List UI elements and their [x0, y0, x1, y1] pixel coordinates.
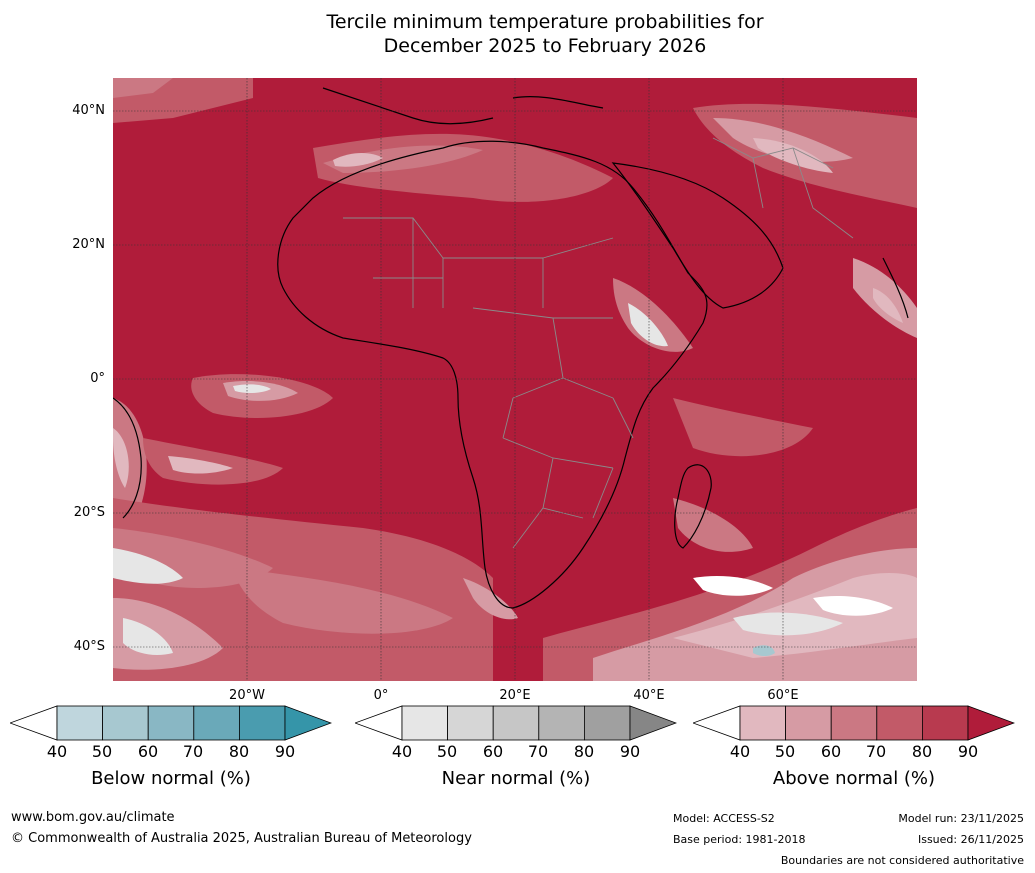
colorbar-segment: [876, 705, 923, 741]
colorbar-extend-low: [693, 705, 741, 741]
colorbar-segment: [583, 705, 631, 741]
colorbar-segment: [238, 705, 286, 741]
tick-label: 90: [957, 742, 979, 761]
tick-label: 90: [274, 742, 296, 761]
boundary-disclaimer: Boundaries are not considered authoritat…: [780, 854, 1024, 867]
colorbar-segment: [921, 705, 969, 741]
colorbar-segment: [56, 705, 103, 741]
tick-label: 50: [91, 742, 113, 761]
above-normal-title: Above normal (%): [772, 768, 936, 789]
tick-label: 50: [774, 742, 796, 761]
lon-label-20w: 20°W: [229, 688, 265, 703]
near-normal-colorbar: [355, 705, 677, 741]
colorbar-segment: [739, 705, 786, 741]
lon-label-40e: 40°E: [633, 688, 665, 703]
lat-label-40n: 40°N: [72, 103, 105, 118]
lat-label-20s: 20°S: [73, 505, 105, 520]
tick-label: 90: [619, 742, 641, 761]
lat-label-40s: 40°S: [73, 639, 105, 654]
colorbar-segment: [102, 705, 149, 741]
model-run: Model run: 23/11/2025: [898, 812, 1024, 825]
colorbar-segment: [193, 705, 240, 741]
tick-label: 40: [391, 742, 413, 761]
colorbar-segment: [538, 705, 585, 741]
lon-label-0: 0°: [373, 688, 389, 703]
tick-label: 70: [865, 742, 887, 761]
tick-label: 70: [527, 742, 549, 761]
tick-label: 40: [729, 742, 751, 761]
tick-label: 80: [573, 742, 595, 761]
map-canvas: [113, 78, 917, 681]
colorbar-segment: [830, 705, 878, 741]
base-period: Base period: 1981-2018: [673, 833, 806, 846]
tick-label: 50: [436, 742, 458, 761]
probability-map: [113, 78, 917, 681]
colorbar-extend-low: [10, 705, 58, 741]
above-normal-zones: [113, 78, 917, 681]
tick-label: 60: [820, 742, 842, 761]
issued-date: Issued: 26/11/2025: [917, 833, 1024, 846]
colorbar-segment: [401, 705, 448, 741]
copyright: © Commonwealth of Australia 2025, Austra…: [11, 831, 472, 846]
tick-label: 70: [182, 742, 204, 761]
colorbar-extend-high: [284, 705, 332, 741]
above-normal-colorbar: [693, 705, 1015, 741]
tick-label: 60: [137, 742, 159, 761]
below-normal-title: Below normal (%): [91, 768, 251, 789]
colorbar-extend-low: [355, 705, 403, 741]
colorbar-segment: [492, 705, 540, 741]
map-title: Tercile minimum temperature probabilitie…: [250, 10, 840, 58]
tick-label: 80: [911, 742, 933, 761]
tick-label: 60: [482, 742, 504, 761]
lon-label-20e: 20°E: [499, 688, 531, 703]
model-name: Model: ACCESS-S2: [673, 812, 775, 825]
colorbar-extend-high: [629, 705, 677, 741]
near-normal-title: Near normal (%): [441, 768, 591, 789]
country-boundaries: [343, 137, 854, 549]
colorbar-segment: [147, 705, 195, 741]
colorbar-segment: [447, 705, 494, 741]
title-line-1: Tercile minimum temperature probabilitie…: [326, 11, 764, 33]
tick-label: 40: [46, 742, 68, 761]
lat-label-20n: 20°N: [72, 237, 105, 252]
lon-label-60e: 60°E: [767, 688, 799, 703]
site-link[interactable]: www.bom.gov.au/climate: [11, 810, 175, 825]
graticule: [113, 78, 917, 681]
tick-label: 80: [228, 742, 250, 761]
colorbar-segment: [785, 705, 832, 741]
lat-label-0: 0°: [90, 371, 105, 386]
below-normal-colorbar: [10, 705, 332, 741]
title-line-2: December 2025 to February 2026: [383, 35, 707, 57]
colorbar-extend-high: [967, 705, 1015, 741]
coastlines: [113, 87, 909, 609]
